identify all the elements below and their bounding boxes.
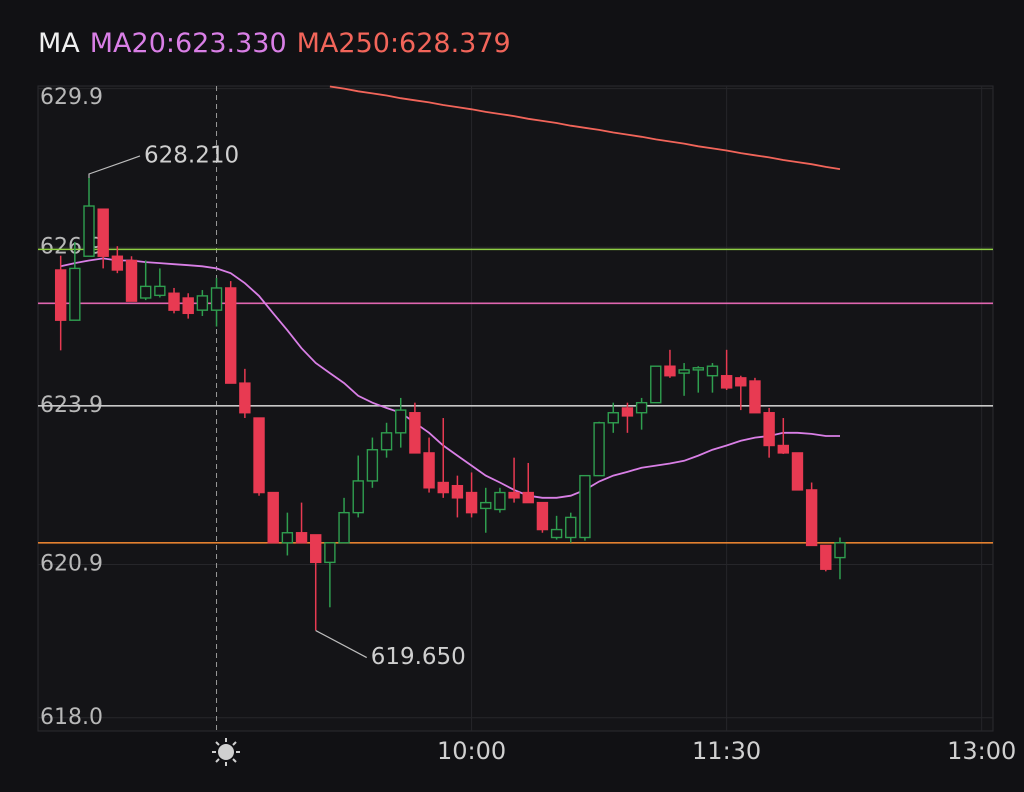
candle-body [196,295,209,311]
candle-body [692,367,704,371]
x-tick-label: 11:30 [692,737,761,765]
candle-body [678,369,690,374]
candle-body [423,452,435,489]
candle-body [735,377,747,387]
annotation-leader [88,155,141,178]
candle-body [820,544,832,570]
candle-body [352,480,364,514]
candle-body [834,542,846,559]
moving-average-line [60,257,840,499]
candle-body [805,489,818,547]
plot-area [37,85,994,732]
y-tick-label: 618.0 [40,705,103,730]
candle-body [295,532,308,544]
sun-icon [212,738,240,766]
candle-body [54,269,67,321]
candle-body [168,292,180,311]
legend-entry: MA20:623.330 [89,28,287,59]
candle-body [522,491,534,504]
candle-body [310,534,322,564]
candle-body [182,297,194,315]
candle-body [154,285,166,297]
candle-body [324,542,336,564]
candle-body [720,375,733,389]
legend-entry: MA250:628.379 [296,28,511,59]
candle-body [97,208,109,257]
candle-body [125,259,138,302]
candle-body [69,267,81,321]
candle-body [281,532,294,544]
candle-body [550,528,563,539]
candle-body [763,412,775,447]
candle-body [239,382,251,414]
candle-body [579,474,591,539]
x-tick-label: 13:00 [947,737,1016,765]
candle-body [635,401,648,414]
annotation-label: 619.650 [371,644,466,670]
candle-body [749,380,761,414]
candle-body [338,511,350,544]
candle-body [791,452,804,491]
indicator-title: MA [38,28,80,59]
y-tick-label: 629.9 [40,85,103,110]
candle-body [536,501,549,531]
candle-body [480,501,492,510]
candle-body [508,491,520,499]
candle-body [706,365,719,377]
candle-body [621,407,634,417]
candle-body [267,491,279,544]
annotation-leader [315,630,367,659]
moving-average-line [329,85,841,170]
candle-body [139,285,152,299]
candle-body [565,516,577,539]
annotation-label: 628.210 [144,142,239,168]
candle-body [664,365,676,377]
candle-body [83,205,95,257]
candle-body [437,481,449,494]
candle-body [395,409,407,434]
candle-body [777,444,789,454]
candle-body [409,412,421,454]
candle-body [593,422,605,477]
candle-body [451,484,464,499]
y-tick-label: 620.9 [40,551,103,576]
candle-body [111,255,124,271]
candle-body [366,449,379,482]
candle-body [494,491,506,511]
candle-body [253,417,265,494]
candle-body [465,491,478,514]
candle-body [225,287,237,384]
candle-body [607,412,619,424]
x-tick-label: 10:00 [437,737,506,765]
candle-body [650,365,662,404]
indicator-header: MA MA20:623.330 MA250:628.379 [38,28,511,59]
candle-body [380,432,393,451]
candle-body [210,287,223,311]
